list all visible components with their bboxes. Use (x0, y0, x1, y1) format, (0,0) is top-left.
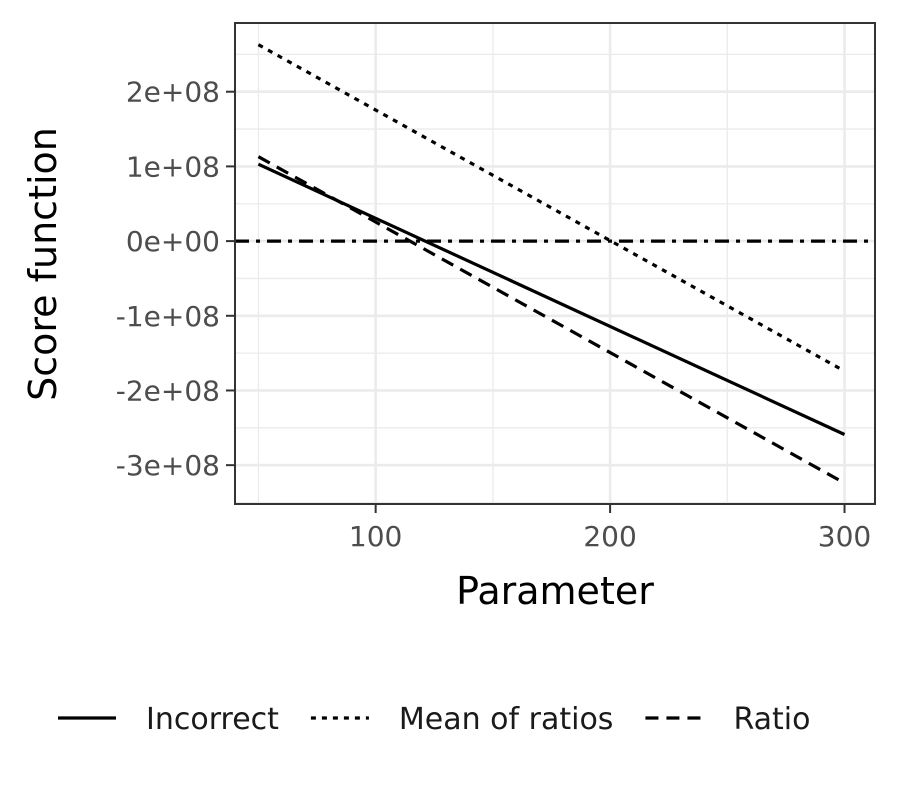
x-axis-title: Parameter (456, 569, 654, 613)
y-tick-label: -1e+08 (116, 300, 220, 333)
x-tick-label: 100 (349, 520, 402, 553)
y-tick-label: 1e+08 (126, 150, 220, 183)
legend-label-ratio: Ratio (733, 702, 810, 737)
legend-label-incorrect: Incorrect (146, 702, 279, 737)
legend: Incorrect Mean of ratios Ratio (58, 702, 810, 737)
series-line-incorrect (257, 162, 846, 436)
y-tick-label: 2e+08 (126, 76, 220, 109)
y-tick-label: 0e+00 (126, 225, 220, 258)
y-axis: 2e+08 1e+08 0e+00 -1e+08 -2e+08 -3e+08 (116, 76, 235, 482)
y-tick-label: -3e+08 (116, 449, 220, 482)
y-axis-title: Score function (21, 127, 65, 401)
series-layer (257, 43, 846, 485)
y-tick-label: -2e+08 (116, 374, 220, 407)
series-line-ratio (257, 155, 846, 485)
plot-panel-border (234, 22, 876, 505)
major-gridlines (235, 23, 875, 504)
x-tick-label: 300 (818, 520, 871, 553)
legend-label-mean-of-ratios: Mean of ratios (399, 702, 614, 737)
series-line-mean-of-ratios (257, 43, 846, 373)
plot-panel-background (235, 23, 875, 504)
x-tick-label: 200 (583, 520, 636, 553)
x-axis: 100 200 300 (349, 504, 871, 553)
minor-gridlines (235, 23, 875, 504)
